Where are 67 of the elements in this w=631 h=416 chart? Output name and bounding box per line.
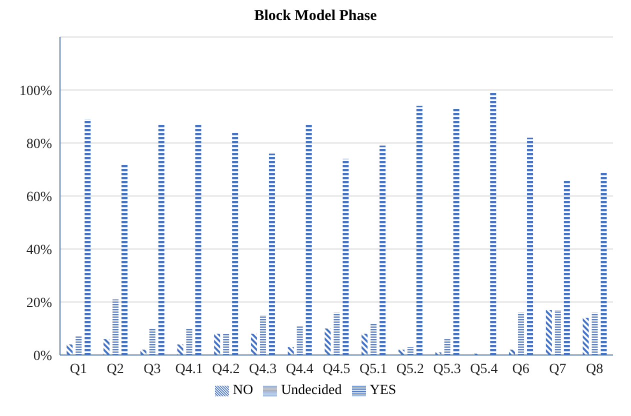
y-tick-label: 20% [26, 296, 52, 311]
x-tick-label: Q5.1 [360, 362, 388, 377]
bar [288, 347, 294, 355]
x-tick-label: Q4.5 [322, 362, 350, 377]
bar [76, 336, 82, 355]
bar [306, 124, 312, 355]
bar [407, 347, 414, 355]
bar [66, 344, 73, 355]
bar [214, 334, 220, 355]
bar [223, 334, 230, 355]
bar [564, 180, 570, 355]
bar [509, 350, 516, 355]
legend-label: YES [370, 383, 396, 398]
bar [104, 339, 110, 355]
x-tick-label: Q4.4 [286, 362, 314, 377]
y-tick-label: 100% [19, 84, 52, 99]
bar [334, 312, 340, 355]
bar [527, 138, 534, 355]
bar [186, 328, 192, 355]
bar [260, 315, 266, 355]
bar [158, 124, 164, 355]
bar [380, 146, 386, 355]
legend-label: Undecided [281, 383, 342, 398]
bar [250, 334, 257, 355]
bar [296, 326, 303, 355]
x-tick-label: Q7 [549, 362, 566, 377]
bar [84, 119, 91, 355]
bar [554, 310, 561, 355]
bar [490, 92, 496, 355]
bar [195, 124, 202, 355]
bar [444, 339, 450, 355]
x-tick-label: Q4.1 [175, 362, 203, 377]
legend-label: NO [232, 383, 254, 398]
bar [518, 312, 524, 355]
x-tick-label: Q5.2 [396, 362, 424, 377]
x-tick-label: Q4.2 [212, 362, 240, 377]
bar [342, 158, 349, 355]
bar [582, 318, 589, 355]
x-tick-label: Q5.3 [433, 362, 461, 377]
x-tick-label: Q5.4 [470, 362, 498, 377]
chart-title: Block Model Phase [253, 8, 378, 25]
y-tick-label: 60% [26, 190, 52, 205]
y-tick-label: 80% [26, 136, 52, 152]
bar [398, 350, 404, 355]
x-tick-label: Q6 [512, 362, 530, 377]
x-tick-label: Q3 [144, 362, 161, 377]
bar [122, 164, 128, 355]
y-tick-label: 0% [33, 348, 52, 364]
bar [546, 310, 552, 355]
x-tick-label: Q2 [106, 362, 124, 377]
bar [416, 106, 422, 355]
bar [149, 328, 156, 355]
bar [362, 334, 368, 355]
bar [232, 132, 238, 355]
y-tick-label: 40% [26, 242, 52, 258]
bar [370, 323, 377, 355]
x-tick-label: Q8 [586, 362, 604, 377]
bar [592, 312, 598, 355]
bar [324, 328, 331, 355]
bar [453, 108, 460, 355]
x-tick-label: Q1 [70, 362, 87, 377]
x-tick-label: Q4.3 [248, 362, 277, 377]
bar [600, 172, 607, 355]
bar [112, 299, 119, 355]
bar [268, 154, 275, 355]
bar [177, 344, 184, 355]
bar [140, 350, 146, 355]
